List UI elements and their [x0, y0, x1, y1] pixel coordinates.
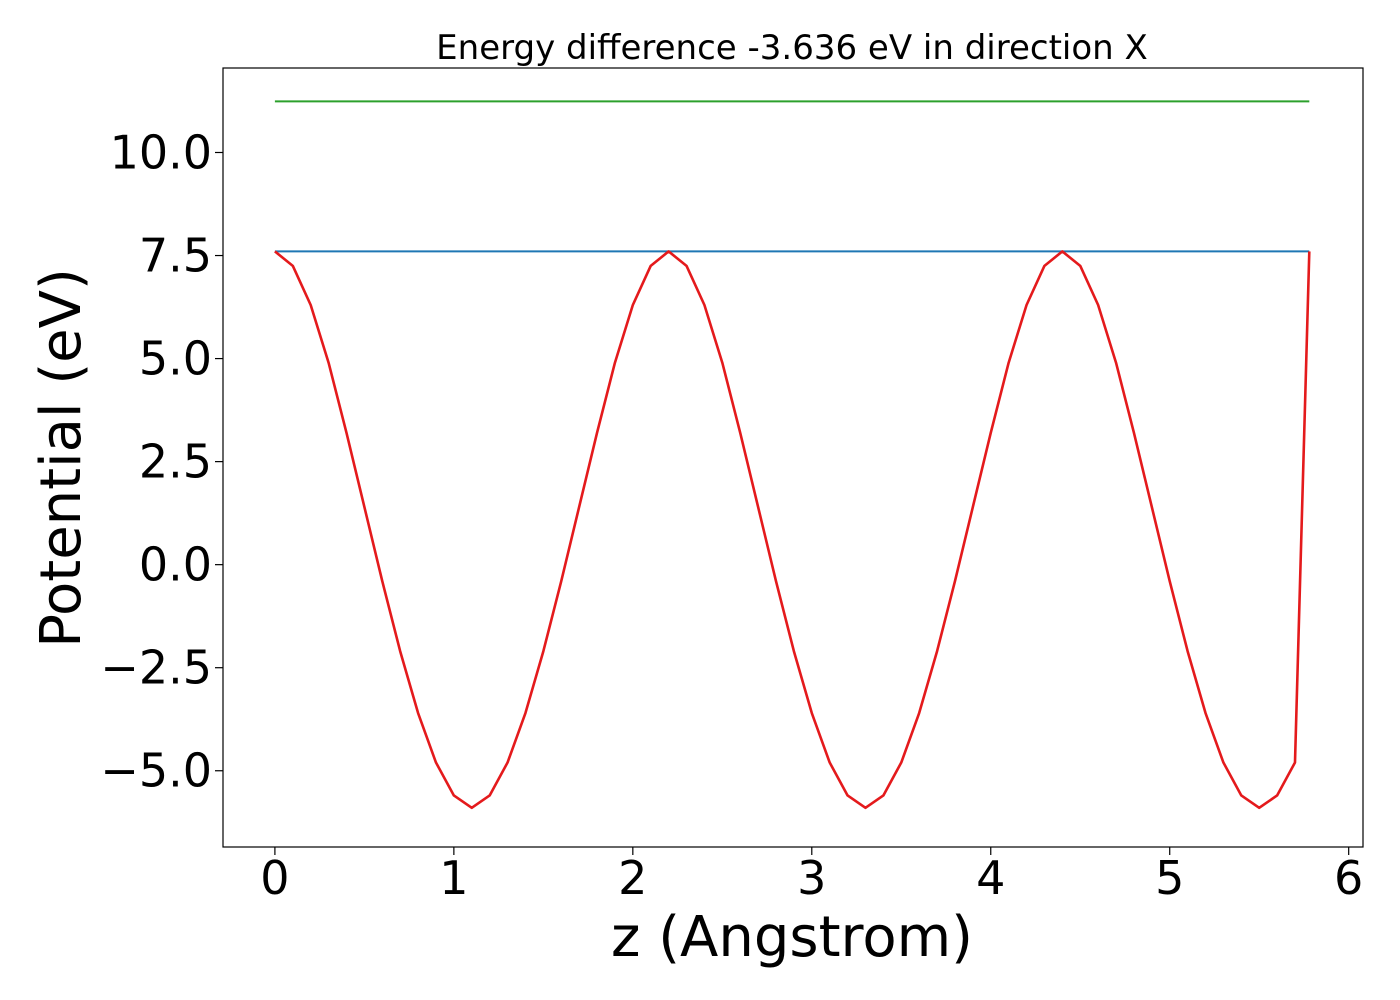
y-tick-label: −2.5 [100, 641, 212, 695]
y-tick-label: −5.0 [100, 744, 212, 798]
y-axis: −5.0 −2.5 0.0 2.5 5.0 7.5 10.0 [100, 125, 223, 798]
x-tick-label: 2 [618, 851, 647, 905]
y-tick-label: 10.0 [110, 125, 212, 179]
x-tick-label: 3 [797, 851, 826, 905]
x-tick-label: 5 [1155, 851, 1184, 905]
x-tick-label: 6 [1334, 851, 1363, 905]
potential-curve [274, 250, 1311, 810]
x-tick-label: 0 [260, 851, 289, 905]
chart-title: Energy difference -3.636 eV in direction… [436, 28, 1148, 68]
x-axis: 0 1 2 3 4 5 6 [260, 847, 1363, 905]
series-layer [274, 100, 1311, 810]
x-tick-label: 1 [439, 851, 468, 905]
y-tick-label: 0.0 [139, 538, 212, 592]
y-tick-label: 5.0 [139, 332, 212, 386]
y-tick-label: 2.5 [139, 435, 212, 489]
plot-area [222, 67, 1364, 848]
y-tick-label: 7.5 [139, 229, 212, 283]
x-axis-label: z (Angstrom) [611, 905, 973, 970]
x-tick-label: 4 [976, 851, 1005, 905]
y-axis-label: Potential (eV) [29, 268, 94, 648]
